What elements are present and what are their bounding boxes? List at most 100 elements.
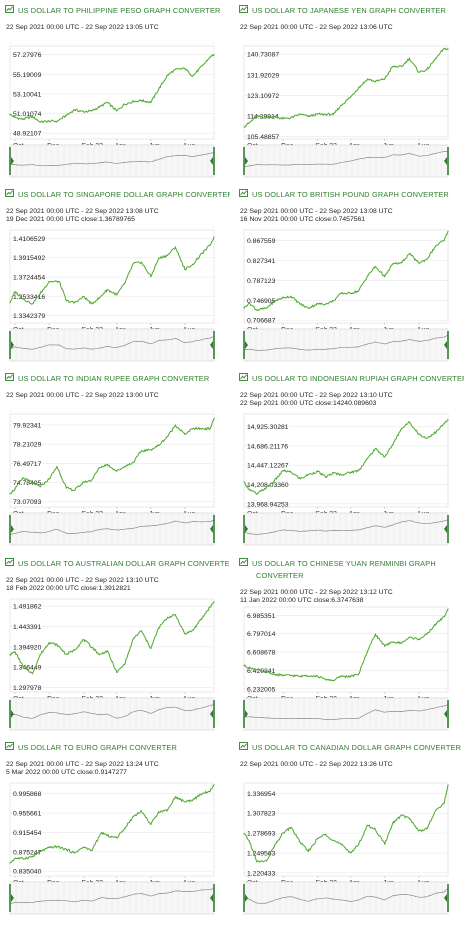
data-point bbox=[248, 122, 250, 124]
line-chart[interactable]: 0.995868 0.955661 0.915454 0.875247 0.835040… bbox=[2, 739, 230, 921]
navigator-grip-icon[interactable] bbox=[245, 710, 248, 718]
data-point bbox=[209, 790, 211, 792]
plot-area bbox=[243, 782, 449, 877]
data-point bbox=[350, 292, 352, 294]
navigator-grip-icon[interactable] bbox=[444, 157, 447, 165]
data-point bbox=[14, 857, 16, 859]
navigator-grip-icon[interactable] bbox=[245, 157, 248, 165]
data-point bbox=[48, 847, 50, 849]
navigator-grip-icon[interactable] bbox=[444, 341, 447, 349]
data-point bbox=[22, 298, 24, 300]
line-chart[interactable]: 79.92341 78.21029 76.49717 74.78405 73.07093… bbox=[2, 370, 230, 552]
data-point bbox=[358, 87, 360, 89]
data-point bbox=[116, 110, 118, 112]
data-point bbox=[374, 81, 376, 83]
navigator-grip-icon[interactable] bbox=[444, 894, 447, 902]
data-point bbox=[192, 428, 194, 430]
data-point bbox=[213, 236, 215, 238]
chart-title-link[interactable]: US DOLLAR TO INDIAN RUPEE GRAPH CONVERTE… bbox=[2, 370, 230, 386]
navigator-grip-icon[interactable] bbox=[11, 157, 14, 165]
y-tick-label: 0.787123 bbox=[247, 278, 276, 285]
data-point bbox=[140, 810, 142, 812]
data-point bbox=[9, 114, 11, 116]
chart-title-line2: CONVERTER bbox=[256, 571, 304, 580]
data-point bbox=[282, 674, 284, 676]
chart-title-link[interactable]: US DOLLAR TO CANADIAN DOLLAR GRAPH CONVE… bbox=[236, 739, 464, 755]
data-point bbox=[299, 113, 301, 115]
data-point bbox=[106, 834, 108, 837]
data-point bbox=[124, 103, 126, 105]
navigator-grip-icon[interactable] bbox=[11, 525, 14, 533]
data-point bbox=[340, 292, 342, 294]
data-point bbox=[167, 254, 169, 256]
chart-title-link[interactable]: US DOLLAR TO PHILIPPINE PESO GRAPH CONVE… bbox=[2, 2, 230, 18]
data-point bbox=[65, 848, 67, 851]
navigator-grip-icon[interactable] bbox=[444, 710, 447, 718]
chart-title-link[interactable]: US DOLLAR TO CHINESE YUAN RENMINBI GRAPH bbox=[236, 555, 464, 571]
data-point bbox=[91, 849, 93, 852]
chart-panel-sgd: US DOLLAR TO SINGAPORE DOLLAR GRAPH CONV… bbox=[2, 186, 230, 368]
chart-title-link[interactable]: US DOLLAR TO JAPANESE YEN GRAPH CONVERTE… bbox=[236, 2, 464, 18]
y-tick-label: 1.297978 bbox=[13, 685, 42, 692]
chart-meta: 22 Sep 2021 00:00 UTC - 22 Sep 2022 13:0… bbox=[240, 24, 393, 32]
navigator-series bbox=[9, 704, 215, 719]
data-point bbox=[290, 826, 292, 828]
line-chart[interactable]: 1.336954 1.307823 1.278693 1.249563 1.220433… bbox=[236, 739, 464, 921]
data-point bbox=[317, 837, 319, 839]
line-chart[interactable]: 0.867559 0.827341 0.787123 0.746905 0.706687… bbox=[236, 186, 464, 368]
data-point bbox=[31, 856, 33, 858]
line-chart[interactable]: 1.4106529 1.3915492 1.3724454 1.3533416 1.33… bbox=[2, 186, 230, 368]
line-chart[interactable]: 6.985351 6.797014 6.608678 6.420341 6.232005… bbox=[236, 555, 464, 737]
data-point bbox=[158, 257, 160, 259]
data-point bbox=[150, 275, 152, 278]
data-point bbox=[332, 679, 334, 681]
navigator-grip-icon[interactable] bbox=[11, 341, 14, 349]
navigator-grip-icon[interactable] bbox=[444, 525, 447, 533]
chart-title-link[interactable]: US DOLLAR TO SINGAPORE DOLLAR GRAPH CONV… bbox=[2, 186, 230, 202]
date-range-text: 22 Sep 2021 00:00 UTC - 22 Sep 2022 13:0… bbox=[240, 24, 393, 31]
y-tick-label: 0.875247 bbox=[13, 849, 42, 856]
data-point bbox=[401, 814, 403, 816]
y-tick-label: 1.3342379 bbox=[13, 313, 45, 320]
data-point bbox=[65, 487, 67, 489]
chart-title-link[interactable]: US DOLLAR TO AUSTRALIAN DOLLAR GRAPH CON… bbox=[2, 555, 230, 571]
navigator-grip-icon[interactable] bbox=[210, 157, 213, 165]
y-tick-label: 1.394920 bbox=[13, 644, 42, 651]
data-point bbox=[192, 263, 194, 265]
data-point bbox=[213, 784, 215, 786]
y-tick-label: 0.835040 bbox=[13, 869, 42, 876]
data-point bbox=[248, 667, 250, 669]
data-point bbox=[332, 300, 334, 302]
line-chart[interactable]: 140.73087 131.92029 123.10972 114.29914 105.… bbox=[236, 2, 464, 184]
navigator-grip-icon[interactable] bbox=[11, 894, 14, 902]
data-point bbox=[106, 101, 108, 103]
y-tick-label: 6.797014 bbox=[247, 631, 276, 638]
line-chart[interactable]: 57.27976 55.19009 53.10041 51.01074 48.92107… bbox=[2, 2, 230, 184]
data-point bbox=[116, 837, 118, 839]
navigator-grip-icon[interactable] bbox=[245, 341, 248, 349]
line-chart[interactable]: 14,925.3028114,686.2117614,447.1226714,2… bbox=[236, 370, 464, 552]
navigator-grip-icon[interactable] bbox=[210, 525, 213, 533]
navigator-grip-icon[interactable] bbox=[210, 894, 213, 902]
data-point bbox=[447, 419, 449, 421]
data-point bbox=[184, 633, 186, 635]
data-point bbox=[366, 275, 369, 277]
data-point bbox=[213, 53, 215, 56]
chart-title-link[interactable]: US DOLLAR TO EURO GRAPH CONVERTER bbox=[2, 739, 230, 755]
data-point bbox=[307, 307, 309, 309]
plot-area bbox=[9, 782, 215, 877]
navigator-grip-icon[interactable] bbox=[245, 894, 248, 902]
data-point bbox=[243, 665, 245, 667]
data-point bbox=[274, 300, 276, 302]
navigator-series bbox=[244, 334, 449, 351]
navigator-grip-icon[interactable] bbox=[245, 525, 248, 533]
chart-title-link[interactable]: US DOLLAR TO BRITISH POUND GRAPH CONVERT… bbox=[236, 186, 464, 202]
navigator-grip-icon[interactable] bbox=[11, 710, 14, 718]
date-range-text: 22 Sep 2021 00:00 UTC - 22 Sep 2022 13:2… bbox=[6, 761, 159, 768]
navigator-grip-icon[interactable] bbox=[210, 710, 213, 718]
chart-title-link[interactable]: US DOLLAR TO INDONESIAN RUPIAH GRAPH CON… bbox=[236, 370, 464, 386]
data-point bbox=[435, 431, 437, 433]
data-point bbox=[132, 262, 135, 264]
navigator-grip-icon[interactable] bbox=[210, 341, 213, 349]
line-chart[interactable]: 1.491862 1.443391 1.394920 1.346449 1.297978… bbox=[2, 555, 230, 737]
